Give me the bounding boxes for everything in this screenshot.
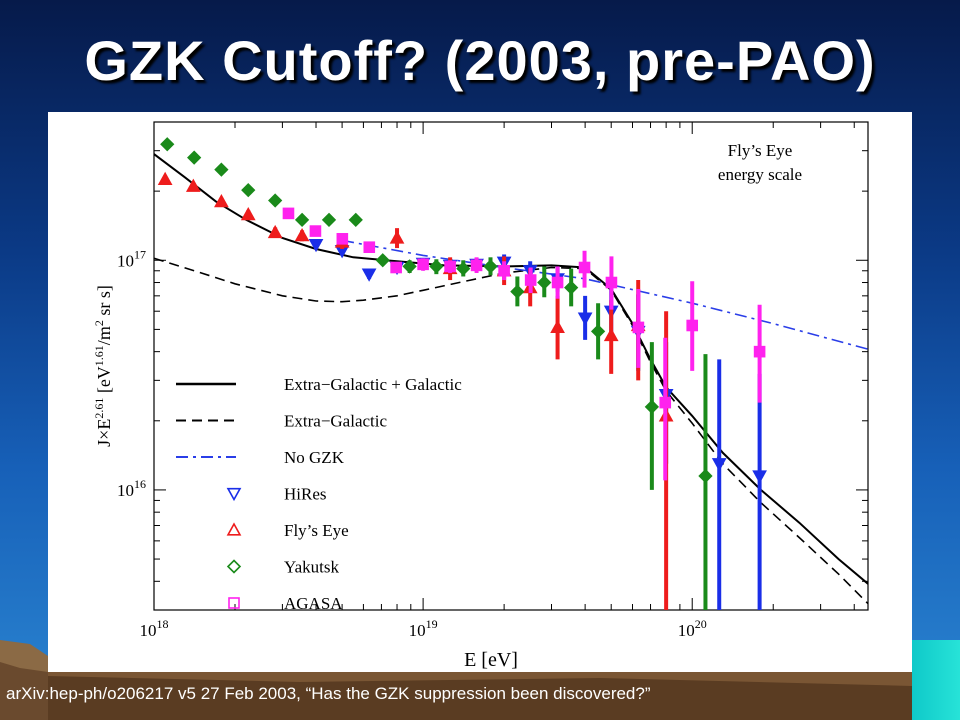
data-point-agasa xyxy=(390,261,402,274)
data-point-flyseye xyxy=(214,193,229,208)
data-point-flyseye xyxy=(389,230,405,244)
data-point-hires xyxy=(711,458,727,472)
legend-label: No GZK xyxy=(284,448,345,467)
data-point-agasa xyxy=(336,233,349,245)
slide-title: GZK Cutoff? (2003, pre-PAO) xyxy=(84,29,876,92)
data-point-yakutsk xyxy=(375,253,390,268)
data-point-flyseye xyxy=(185,178,201,192)
data-point-yakutsk xyxy=(456,261,471,276)
curves-group xyxy=(154,153,868,605)
x-axis-label: E [eV] xyxy=(464,649,518,671)
legend-marker xyxy=(228,597,240,609)
legend-marker xyxy=(226,487,242,502)
data-point-yakutsk xyxy=(644,399,659,414)
data-point-agasa xyxy=(753,345,766,358)
data-point-agasa xyxy=(363,241,376,253)
data-point-yakutsk xyxy=(510,284,525,299)
y-axis-label: J×E2.61 [eV1.61/m2 sr s] xyxy=(92,285,114,447)
legend-marker xyxy=(226,522,242,536)
data-point-agasa xyxy=(309,225,322,237)
data-point-yakutsk xyxy=(187,150,202,165)
data-point-yakutsk xyxy=(241,183,256,198)
x-tick-label: 1018 xyxy=(140,617,169,640)
data-point-agasa xyxy=(632,321,645,334)
data-point-yakutsk xyxy=(483,259,498,274)
curve-dashed xyxy=(154,257,868,605)
data-points-group xyxy=(157,137,767,610)
annotation-text: energy scale xyxy=(718,165,802,184)
data-point-agasa xyxy=(498,264,510,277)
data-point-yakutsk xyxy=(214,162,229,177)
curve-dash-dot xyxy=(341,239,868,350)
data-point-yakutsk xyxy=(564,280,579,295)
curve-solid xyxy=(154,153,868,585)
data-point-yakutsk xyxy=(537,275,552,290)
data-point-flyseye xyxy=(267,224,283,239)
data-point-flyseye xyxy=(240,206,256,221)
data-point-yakutsk xyxy=(590,324,606,339)
data-point-yakutsk xyxy=(402,259,417,274)
legend-label: AGASA xyxy=(284,594,343,613)
legend-label: Fly’s Eye xyxy=(284,521,349,540)
data-point-flyseye xyxy=(550,319,565,334)
data-point-yakutsk xyxy=(321,212,337,227)
data-point-yakutsk xyxy=(268,193,283,208)
data-point-hires xyxy=(308,239,324,253)
data-point-flyseye xyxy=(157,171,173,185)
data-point-agasa xyxy=(686,319,699,332)
data-point-hires xyxy=(361,268,377,282)
data-point-agasa xyxy=(605,276,618,289)
data-point-flyseye xyxy=(294,227,310,242)
gzk-spectrum-chart: 1018 1019 1020 1016 1017 E [eV] J×E2.61 [eV1.6… xyxy=(92,121,869,671)
data-point-agasa xyxy=(578,261,591,274)
data-point-agasa xyxy=(417,258,429,271)
x-tick-label: 1019 xyxy=(409,617,438,640)
data-point-hires xyxy=(577,312,593,326)
data-point-agasa xyxy=(444,260,456,273)
data-point-agasa xyxy=(282,207,295,220)
plot-frame xyxy=(153,121,869,611)
legend-marker xyxy=(226,559,242,574)
legend-label: Yakutsk xyxy=(284,558,339,577)
legend-label: HiRes xyxy=(284,485,327,504)
data-point-agasa xyxy=(524,274,537,286)
data-point-yakutsk xyxy=(294,212,310,227)
y-tick-label: 1016 xyxy=(117,477,146,500)
data-point-yakutsk xyxy=(429,259,444,274)
y-tick-label: 1017 xyxy=(117,247,146,270)
x-tick-label: 1020 xyxy=(678,617,707,640)
annotation-text: Fly’s Eye xyxy=(728,141,793,160)
data-point-agasa xyxy=(551,276,564,289)
data-point-yakutsk xyxy=(348,212,363,227)
legend-label: Extra−Galactic xyxy=(284,412,387,431)
slide-caption: arXiv:hep-ph/o206217 v5 27 Feb 2003, “Ha… xyxy=(6,684,651,703)
data-point-flyseye xyxy=(603,327,619,342)
chart-figure: 1018 1019 1020 1016 1017 E [eV] J×E2.61 [eV1.6… xyxy=(48,112,912,672)
data-point-yakutsk xyxy=(698,468,713,484)
data-point-agasa xyxy=(659,396,672,409)
data-point-yakutsk xyxy=(160,137,175,152)
data-point-hires xyxy=(752,470,767,484)
legend-label: Extra−Galactic + Galactic xyxy=(284,375,462,394)
data-point-agasa xyxy=(470,259,483,272)
